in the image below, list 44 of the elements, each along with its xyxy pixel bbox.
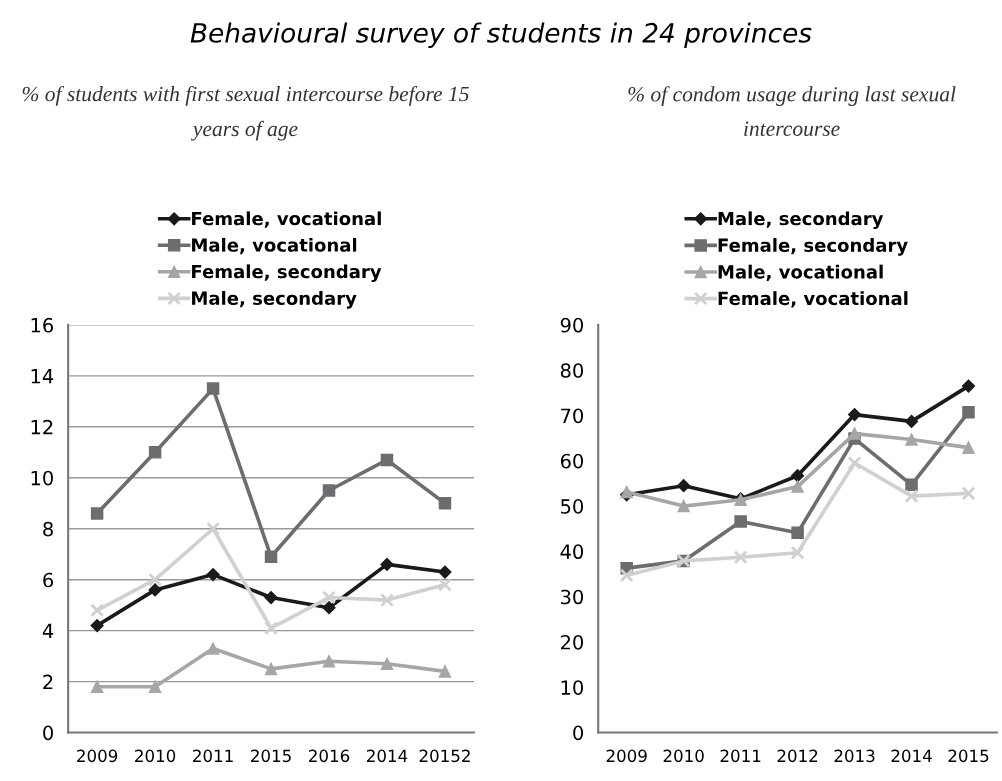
y-tick-label: 70 bbox=[561, 408, 584, 424]
y-tick-label: 80 bbox=[560, 363, 584, 378]
y-tick-label: 12 bbox=[31, 419, 53, 435]
y-tick-label: 20 bbox=[560, 634, 584, 650]
x-tick-label: 2009 bbox=[606, 749, 647, 763]
x-tick-label: 20152 bbox=[419, 749, 470, 763]
y-tick-label: 10 bbox=[31, 470, 53, 486]
x-tick-label: 2010 bbox=[135, 749, 176, 763]
y-tick-label: 40 bbox=[560, 544, 584, 560]
x-tick-label: 2014 bbox=[367, 749, 408, 763]
legend-label: Female, vocational bbox=[718, 291, 908, 308]
y-tick-label: 8 bbox=[43, 521, 53, 537]
y-tick-label: 30 bbox=[561, 589, 584, 605]
legend-label: Female, secondary bbox=[718, 238, 908, 256]
x-tick-label: 2015 bbox=[948, 749, 989, 763]
chart-subtitle: % of students with first sexual intercourse before 15 years of age bbox=[22, 85, 469, 141]
legend-label: Male, secondary bbox=[718, 211, 884, 229]
x-tick-label: 2014 bbox=[891, 749, 932, 763]
legend-label: Male, vocational bbox=[718, 264, 883, 281]
y-tick-label: 6 bbox=[43, 572, 54, 588]
y-tick-label: 2 bbox=[43, 674, 53, 690]
y-tick-label: 4 bbox=[42, 623, 54, 639]
legend-label: Male, secondary bbox=[192, 291, 357, 309]
legend-label: Male, vocational bbox=[192, 237, 357, 255]
x-tick-label: 2011 bbox=[193, 749, 233, 763]
x-tick-label: 2012 bbox=[777, 749, 818, 763]
x-tick-label: 2015 bbox=[251, 749, 291, 763]
x-tick-label: 2009 bbox=[77, 749, 118, 763]
y-tick-label: 50 bbox=[561, 499, 584, 514]
chart-subtitle: % of condom usage during last sexual intercourse bbox=[628, 86, 956, 137]
y-tick-label: 16 bbox=[31, 317, 54, 333]
x-tick-label: 2010 bbox=[663, 749, 704, 763]
x-tick-label: 2016 bbox=[309, 749, 350, 763]
y-tick-label: 0 bbox=[573, 725, 584, 741]
y-tick-label: 14 bbox=[31, 369, 54, 384]
legend-label: Female, vocational bbox=[192, 211, 381, 228]
y-tick-label: 10 bbox=[561, 680, 584, 695]
y-tick-label: 0 bbox=[43, 725, 53, 741]
x-tick-label: 2011 bbox=[720, 749, 761, 763]
y-tick-label: 90 bbox=[560, 317, 584, 333]
chart-title: Behavioural survey of students in 24 provinces bbox=[190, 22, 812, 48]
y-tick-label: 60 bbox=[560, 453, 584, 469]
legend-label: Female, secondary bbox=[192, 264, 382, 282]
x-tick-label: 2013 bbox=[834, 749, 875, 763]
